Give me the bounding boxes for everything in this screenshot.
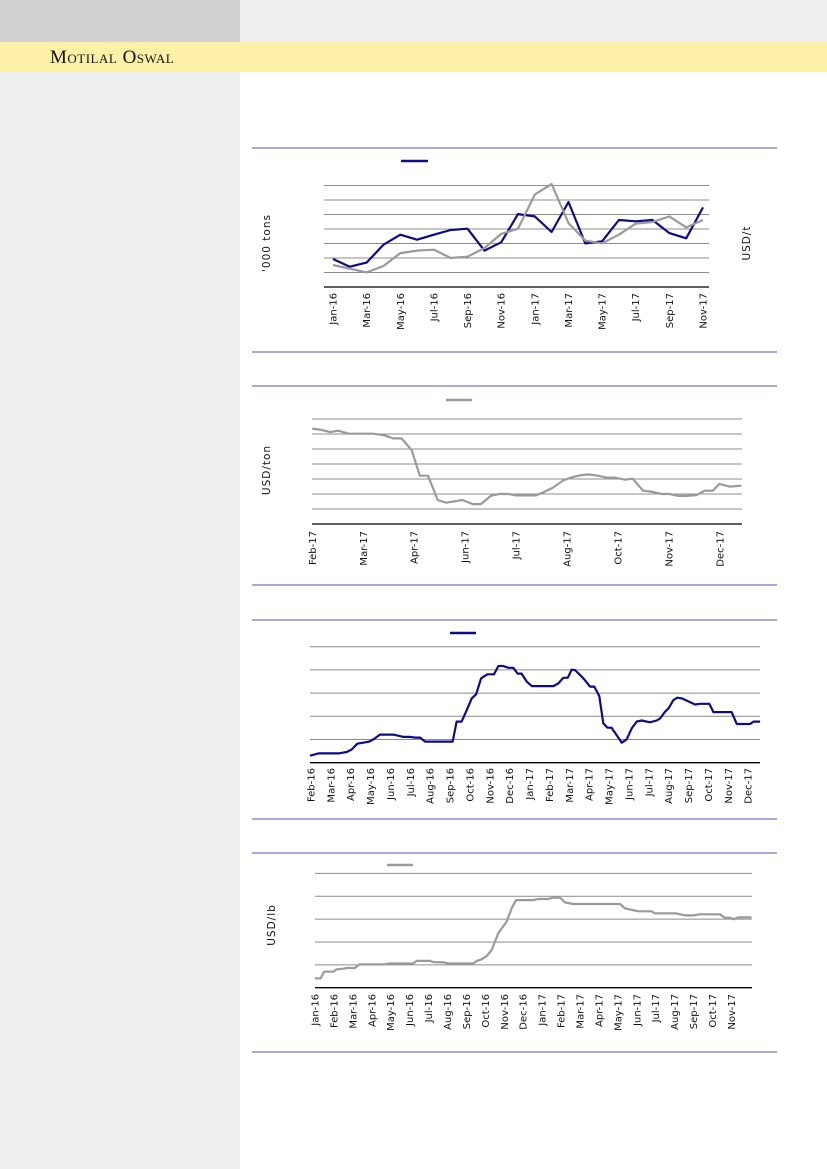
x-tick-label: Oct-17 xyxy=(614,531,625,565)
x-tick-label: Jul-16 xyxy=(424,994,435,1023)
x-tick-label: Nov-16 xyxy=(500,994,511,1030)
x-tick-label: Jan-17 xyxy=(525,768,536,801)
x-tick-label: Mar-16 xyxy=(348,994,359,1029)
x-tick-label: Feb-17 xyxy=(545,768,556,802)
x-tick-label: Aug-17 xyxy=(664,768,675,804)
series-line-1 xyxy=(315,896,752,980)
x-tick-label: Jun-17 xyxy=(624,768,635,801)
brand-logo: Motilal Oswal xyxy=(50,47,175,68)
x-tick-label: Sep-16 xyxy=(463,293,474,328)
x-tick-label: Mar-17 xyxy=(564,293,575,328)
x-tick-label: Nov-17 xyxy=(699,293,710,329)
chart-1: Jan-16 Mar-16 May-16 Jul-16 Sep-16 Nov-16 Jan-… xyxy=(252,147,777,353)
x-tick-label: Apr-17 xyxy=(595,994,606,1027)
x-tick-label: Jan-16 xyxy=(311,994,322,1027)
x-tick-label: May-16 xyxy=(366,768,377,805)
x-tick-label: May-16 xyxy=(396,293,407,330)
x-tick-label: Apr-17 xyxy=(410,531,421,564)
x-tick-label: Nov-17 xyxy=(727,994,738,1030)
x-tick-label: Mar-16 xyxy=(362,293,373,328)
x-tick-label: Jul-16 xyxy=(429,293,440,322)
x-tick-label: Mar-16 xyxy=(326,768,337,803)
x-tick-label: Nov-16 xyxy=(485,768,496,804)
x-tick-label: Apr-17 xyxy=(585,768,596,801)
x-tick-label: Jul-16 xyxy=(406,768,417,797)
x-tick-label: Jul-17 xyxy=(644,768,655,797)
x-tick-label: Sep-17 xyxy=(684,768,695,803)
y-axis-label-left: USD/lb xyxy=(266,904,278,946)
series-line-2 xyxy=(332,183,704,274)
x-tick-label: Dec-16 xyxy=(505,768,516,804)
x-tick-label: Jul-17 xyxy=(631,293,642,322)
left-sidebar xyxy=(0,0,240,1169)
x-tick-label: Aug-17 xyxy=(670,994,681,1030)
y-axis-label-left: USD/ton xyxy=(261,445,273,495)
series-line-1 xyxy=(312,427,742,506)
x-tick-label: Mar-17 xyxy=(359,531,370,566)
x-tick-label: Mar-17 xyxy=(565,768,576,803)
header-right-block xyxy=(240,0,827,42)
x-tick-label: Mar-17 xyxy=(576,994,587,1029)
x-tick-label: Oct-17 xyxy=(708,994,719,1028)
series-line-1 xyxy=(309,664,761,757)
x-tick-label: May-17 xyxy=(605,768,616,805)
x-tick-label: Feb-17 xyxy=(557,994,568,1028)
x-tick-label: Oct-16 xyxy=(466,768,477,802)
x-tick-label: Sep-16 xyxy=(462,994,473,1029)
series-line-1 xyxy=(332,200,704,268)
header-left-block xyxy=(0,0,240,42)
x-tick-label: Sep-17 xyxy=(689,994,700,1029)
x-tick-label: Nov-17 xyxy=(665,531,676,567)
x-tick-label: Oct-17 xyxy=(704,768,715,802)
x-tick-label: Jan-16 xyxy=(329,293,340,326)
x-tick-label: May-17 xyxy=(598,293,609,330)
x-tick-label: Aug-16 xyxy=(443,994,454,1030)
x-tick-label: May-16 xyxy=(386,994,397,1031)
x-tick-label: Dec-16 xyxy=(519,994,530,1030)
x-tick-label: Feb-16 xyxy=(307,768,318,802)
x-tick-label: Oct-16 xyxy=(481,994,492,1028)
x-tick-label: Apr-16 xyxy=(367,994,378,1027)
x-tick-label: Dec-17 xyxy=(744,768,755,804)
y-axis-label-right: USD/t xyxy=(741,225,753,260)
x-tick-label: Nov-16 xyxy=(497,293,508,329)
x-tick-label: Dec-17 xyxy=(716,531,727,567)
y-axis-label-left: '000 tons xyxy=(261,214,273,272)
x-tick-label: Jun-17 xyxy=(632,994,643,1027)
x-tick-label: Jun-16 xyxy=(386,768,397,801)
chart-4: Jan-16 Feb-16 Mar-16 Apr-16 May-16 Jun-16 Jul-… xyxy=(252,852,777,1053)
brand-band xyxy=(0,42,827,72)
x-tick-label: Jul-17 xyxy=(651,994,662,1023)
x-tick-label: Jul-17 xyxy=(512,531,523,560)
x-tick-label: Aug-17 xyxy=(563,531,574,567)
x-tick-label: Apr-16 xyxy=(346,768,357,801)
chart-3: Feb-16 Mar-16 Apr-16 May-16 Jun-16 Jul-16 Aug-… xyxy=(252,619,777,820)
x-tick-label: Feb-17 xyxy=(308,531,319,565)
x-tick-label: Jan-17 xyxy=(538,994,549,1027)
chart-2: Feb-17 Mar-17 Apr-17 Jun-17 Jul-17 Aug-17 Oct-… xyxy=(252,385,777,586)
x-tick-label: Aug-16 xyxy=(426,768,437,804)
x-tick-label: Jun-17 xyxy=(461,531,472,564)
x-tick-label: Jan-17 xyxy=(530,293,541,326)
x-tick-label: Jun-16 xyxy=(405,994,416,1027)
x-tick-label: Feb-16 xyxy=(329,994,340,1028)
x-tick-label: Sep-17 xyxy=(665,293,676,328)
x-tick-label: Nov-17 xyxy=(724,768,735,804)
x-tick-label: May-17 xyxy=(613,994,624,1031)
x-tick-label: Sep-16 xyxy=(446,768,457,803)
